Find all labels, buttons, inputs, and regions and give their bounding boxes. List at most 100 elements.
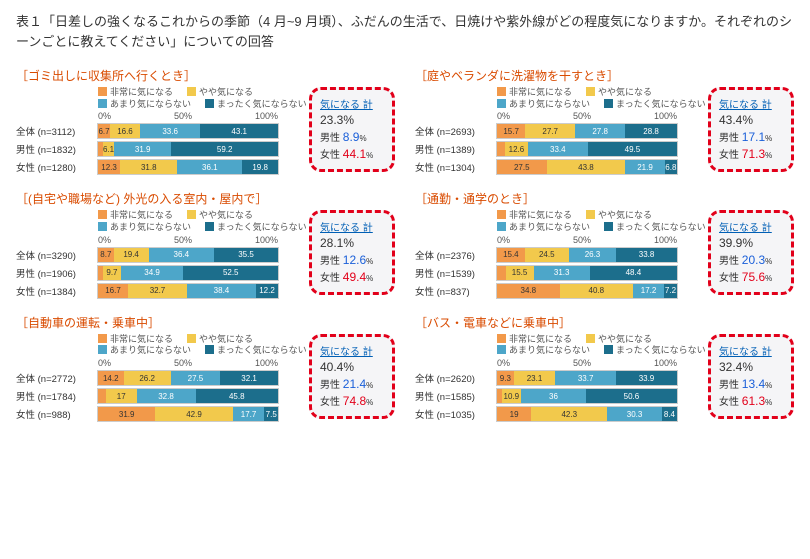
bar-segment: 33.8 [616,248,677,262]
legend-item: やや気になる [187,210,253,222]
legend-item: やや気になる [586,87,652,99]
legend-swatch [604,222,613,231]
row-label: 女性 (n=1304) [415,160,497,174]
bar-segment: 23.1 [514,371,556,385]
bar-segment: 27.5 [171,371,221,385]
callout-female: 女性 44.1% [320,146,386,161]
legend-swatch [98,222,107,231]
summary-callout: 気になる 計39.9%男性 20.3%女性 75.6% [708,210,794,295]
stacked-bar: 34.840.817.27.2 [497,284,677,298]
bar-segment: 12.6 [505,142,528,156]
callout-female: 女性 74.8% [320,393,386,408]
bar-segment: 34.9 [121,266,184,280]
chart-title: ［ゴミ出しに収集所へ行くとき］ [16,67,395,84]
bar-segment: 6.7 [98,124,110,138]
bar-segment: 17.7 [233,407,265,421]
callout-total: 43.4% [719,113,785,127]
bar-segment: 34.8 [497,284,560,298]
bar-segment: 10.9 [502,389,522,403]
stacked-bar: 6.131.959.2 [98,142,278,156]
axis: 0%50%100% [497,235,677,245]
legend-item: あまり気にならない [98,222,191,234]
bar-segment: 12.2 [256,284,278,298]
chart: ［バス・電車などに乗車中］非常に気になるやや気になるあまり気にならないまったく気… [415,314,794,423]
callout-female: 女性 61.3% [719,393,785,408]
row-label: 女性 (n=1035) [415,407,497,421]
legend-swatch [586,210,595,219]
row-label: 全体 (n=2772) [16,371,98,385]
summary-callout: 気になる 計43.4%男性 17.1%女性 71.3% [708,87,794,172]
stacked-bar: 15.424.526.333.8 [497,248,677,262]
chart-title: ［自動車の運転・乗車中］ [16,314,395,331]
legend-item: やや気になる [187,334,253,346]
bar-segment: 14.2 [98,371,124,385]
callout-header: 気になる 計 [320,343,386,358]
bar-segment: 17 [106,389,137,403]
legend-swatch [497,87,506,96]
bar-segment: 7.2 [664,284,677,298]
legend-swatch [497,345,506,354]
bar-segment: 8.7 [98,248,114,262]
legend-swatch [98,210,107,219]
callout-header: 気になる 計 [719,96,785,111]
bar-segment: 43.8 [547,160,626,174]
callout-total: 28.1% [320,236,386,250]
bar-segment: 52.5 [183,266,278,280]
bar-segment: 33.7 [555,371,616,385]
legend-item: あまり気にならない [497,99,590,111]
axis-tick: 0% [98,235,111,245]
callout-header: 気になる 計 [719,343,785,358]
chart-title: ［庭やベランダに洗濯物を干すとき］ [415,67,794,84]
bar-segment: 27.5 [497,160,547,174]
legend-item: 非常に気になる [98,210,173,222]
summary-callout: 気になる 計23.3%男性 8.9%女性 44.1% [309,87,395,172]
row-label: 男性 (n=1389) [415,142,497,156]
legend-swatch [205,345,214,354]
legend-item: 非常に気になる [497,87,572,99]
bar-segment: 31.8 [120,160,177,174]
bar-segment: 32.1 [220,371,278,385]
legend-swatch [497,210,506,219]
bar-segment: 27.8 [575,124,625,138]
bar-segment: 33.6 [140,124,200,138]
bar-segment: 48.4 [590,266,677,280]
bar-segment: 42.9 [155,407,232,421]
legend-swatch [497,334,506,343]
legend-swatch [98,345,107,354]
stacked-bar: 14.226.227.532.1 [98,371,278,385]
bar-segment: 15.7 [497,124,525,138]
bar-segment: 45.8 [196,389,278,403]
page-title: 表１「日差しの強くなるこれからの季節（4 月~9 月頃）、ふだんの生活で、日焼け… [16,12,794,51]
axis-tick: 100% [255,358,278,368]
stacked-bar: 1942.330.38.4 [497,407,677,421]
stacked-bar: 16.732.738.412.2 [98,284,278,298]
legend-swatch [604,345,613,354]
chart: ［庭やベランダに洗濯物を干すとき］非常に気になるやや気になるあまり気にならないま… [415,67,794,176]
row-label: 全体 (n=2620) [415,371,497,385]
callout-female: 女性 71.3% [719,146,785,161]
bar-segment: 36 [521,389,586,403]
axis-tick: 100% [654,235,677,245]
legend-item: 非常に気になる [98,87,173,99]
row-label: 男性 (n=1784) [16,389,98,403]
bar-segment: 43.1 [200,124,278,138]
row-label: 女性 (n=988) [16,407,98,421]
bar-segment: 15.4 [497,248,525,262]
legend-item: 非常に気になる [497,210,572,222]
row-label: 男性 (n=1906) [16,266,98,280]
stacked-bar: 8.719.436.435.5 [98,248,278,262]
bar-segment: 7.5 [264,407,278,421]
legend-item: あまり気にならない [98,99,191,111]
callout-header: 気になる 計 [719,219,785,234]
legend-swatch [187,334,196,343]
bar-segment: 32.8 [137,389,196,403]
legend-swatch [98,87,107,96]
axis: 0%50%100% [98,111,278,121]
bar-segment: 42.3 [531,407,607,421]
legend-item: あまり気にならない [98,345,191,357]
legend-swatch [604,99,613,108]
axis-tick: 0% [98,111,111,121]
legend-item: まったく気にならない [604,345,706,357]
row-label: 全体 (n=2693) [415,124,497,138]
chart-title: ［通勤・通学のとき］ [415,190,794,207]
